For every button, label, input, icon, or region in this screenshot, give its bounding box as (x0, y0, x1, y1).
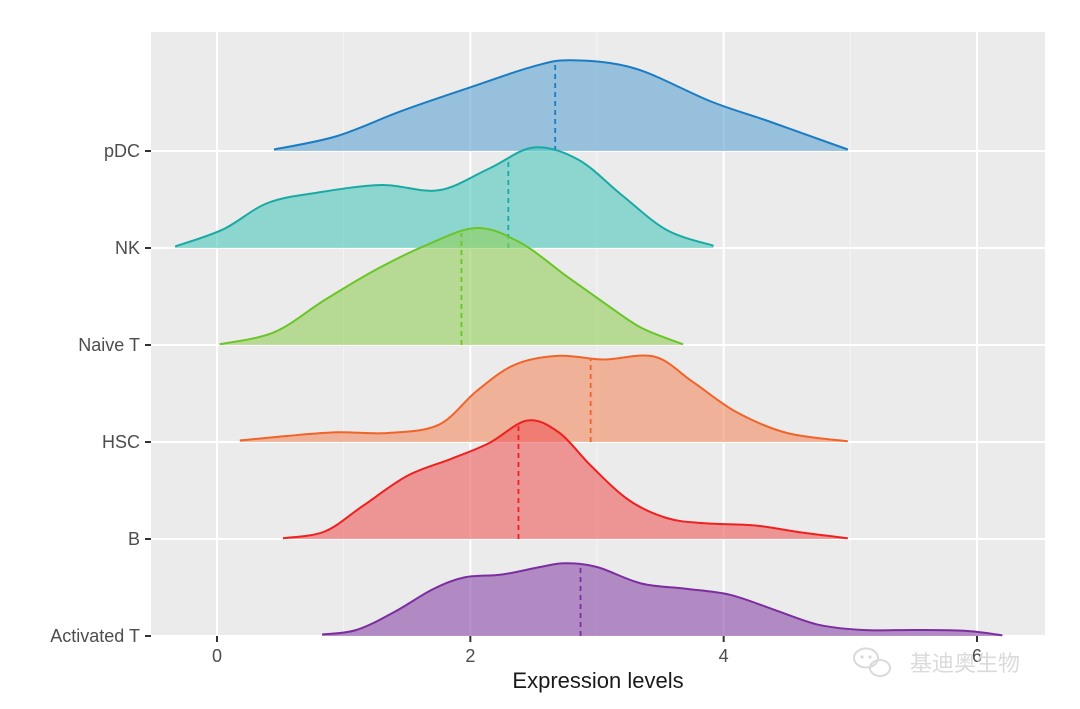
watermark: 基迪奥生物 (853, 647, 1020, 677)
x-axis-title: Expression levels (512, 668, 683, 693)
y-tick-label: Activated T (50, 626, 140, 646)
ridge-line (321, 562, 1003, 637)
ridge-series (219, 226, 684, 346)
wechat-icon (853, 647, 891, 677)
y-tick-label: NK (115, 238, 140, 258)
ridge-line (282, 419, 848, 540)
y-tick-label: pDC (104, 141, 140, 161)
ridge-line (219, 226, 684, 346)
y-tick-label: B (128, 529, 140, 549)
x-tick-label: 0 (212, 646, 222, 666)
ridge-area (219, 227, 684, 345)
ridges (174, 59, 1003, 637)
axes: Activated T B HSC Naive T NK pDC 0 2 4 6 (50, 141, 982, 666)
ridge-area (239, 355, 848, 442)
ridge-area (282, 420, 848, 539)
ridge-series (273, 59, 849, 152)
watermark-text: 基迪奥生物 (910, 652, 1020, 677)
ridge-area (175, 147, 714, 248)
ridge-series (282, 419, 848, 540)
x-tick-label: 6 (972, 646, 982, 666)
x-tick-label: 4 (719, 646, 729, 666)
y-tick-label: Naive T (78, 335, 140, 355)
ridge-area (322, 563, 1003, 636)
ridge-series (174, 146, 714, 248)
y-tick-label: HSC (102, 432, 140, 452)
ridge-area (274, 60, 848, 152)
ridge-line (239, 354, 848, 443)
ridge-series (239, 354, 848, 443)
x-tick-label: 2 (465, 646, 475, 666)
ridge-line (273, 59, 849, 151)
ridge-series (321, 562, 1003, 637)
ridge-line (174, 146, 714, 248)
